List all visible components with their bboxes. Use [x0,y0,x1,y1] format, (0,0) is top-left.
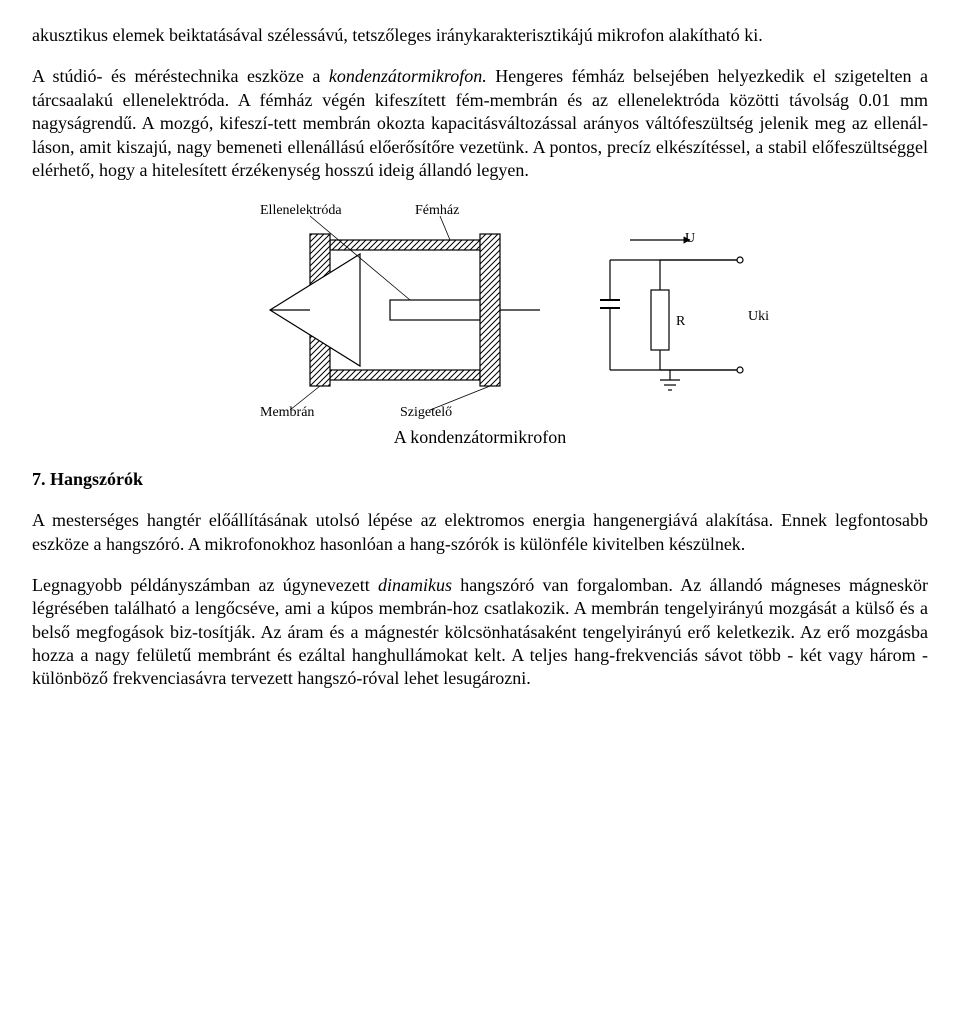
paragraph-dynamic-speaker: Legnagyobb példányszámban az úgynevezett… [32,574,928,691]
diagram-label-uki: Uki [748,309,769,324]
paragraph-condenser: A stúdió- és méréstechnika eszköze a kon… [32,65,928,182]
p2-italic: kondenzátormikrofon. [329,66,487,86]
condenser-diagram: Ellenelektróda Fémház Membrán Szigetelő U R Uk… [160,200,800,420]
paragraph-speakers-intro: A mesterséges hangtér előállításának uto… [32,509,928,556]
diagram-label-szigetelo: Szigetelő [400,405,452,420]
paragraph-intro: akusztikus elemek beiktatásával szélessá… [32,24,928,47]
section-heading-speakers: 7. Hangszórók [32,468,928,491]
diagram-label-r: R [676,314,686,329]
diagram-label-femhaz: Fémház [415,203,459,218]
p4-italic: dinamikus [378,575,452,595]
p2-part-a: A stúdió- és méréstechnika eszköze a [32,66,329,86]
diagram-label-u: U [685,231,695,246]
figure-caption: A kondenzátormikrofon [32,426,928,449]
p4-part-a: Legnagyobb példányszámban az úgynevezett [32,575,378,595]
figure-condenser-mic: Ellenelektróda Fémház Membrán Szigetelő U R Uk… [32,200,928,449]
diagram-label-membran: Membrán [260,405,314,420]
diagram-label-ellenelektroda: Ellenelektróda [260,203,342,218]
